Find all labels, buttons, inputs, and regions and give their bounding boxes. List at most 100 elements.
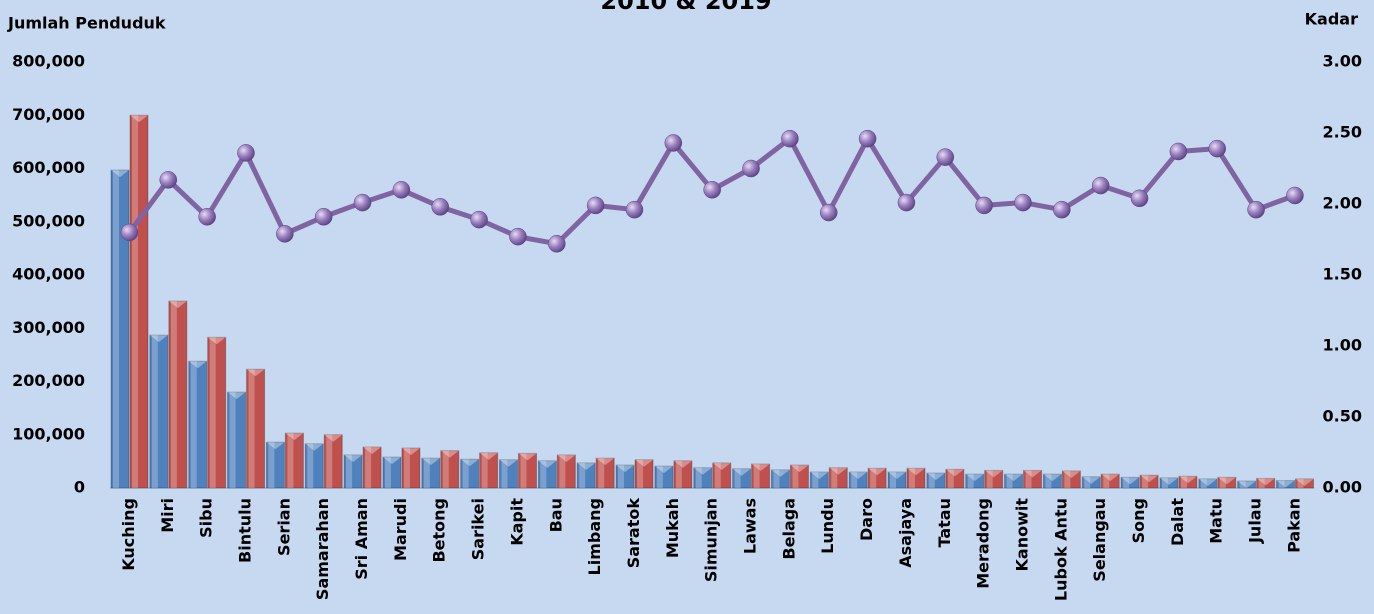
y-tick-label: 100,000 <box>12 424 85 443</box>
bar-shine <box>618 465 625 488</box>
x-tick-label: Kapit <box>507 498 526 546</box>
bar <box>634 459 654 489</box>
bar <box>227 391 247 489</box>
bar-shine <box>1161 477 1168 488</box>
bar-group <box>595 457 615 489</box>
bar-group <box>848 471 868 489</box>
bar-group <box>1178 475 1198 489</box>
bar <box>460 458 480 489</box>
bar-shine <box>248 369 255 488</box>
bar-group <box>1256 477 1276 489</box>
bar-cap <box>382 457 401 465</box>
bar-cap <box>1101 474 1120 482</box>
line-marker <box>936 148 955 166</box>
y-tick-label: 300,000 <box>12 318 85 337</box>
bar-group <box>926 472 946 489</box>
bar-group <box>129 114 149 489</box>
bar <box>1217 476 1237 489</box>
bar <box>537 460 557 489</box>
bar-group <box>304 443 324 489</box>
bar-cap <box>1178 476 1197 484</box>
x-tick-label: Kuching <box>119 498 138 571</box>
bar-shine <box>1025 470 1032 488</box>
bar-cap <box>479 452 498 460</box>
bar-group <box>654 465 674 489</box>
bar-shine <box>559 454 566 488</box>
y2-tick-label: 3.00 <box>1323 52 1362 71</box>
y-tick-label: 800,000 <box>12 52 85 71</box>
bar-cap <box>945 469 964 477</box>
line-marker <box>198 208 216 226</box>
x-tick-label: Lubok Antu <box>1051 498 1070 601</box>
bar-shine <box>928 473 935 488</box>
bar-shine <box>1045 474 1052 488</box>
x-tick-label: Sri Aman <box>352 498 371 580</box>
bar-group <box>207 336 227 489</box>
line-marker <box>470 210 488 229</box>
bar-cap <box>130 115 148 123</box>
bar-cap <box>207 337 226 345</box>
bar <box>499 459 518 489</box>
bar-shine <box>190 361 197 488</box>
bar-group <box>556 454 576 489</box>
bar <box>945 468 965 489</box>
bar-shine <box>1142 475 1149 488</box>
bar-shine <box>1123 477 1130 488</box>
bar-cap <box>557 454 576 462</box>
bar-cap <box>751 464 770 472</box>
bar-shine <box>442 450 449 488</box>
bar <box>149 334 169 489</box>
bar-shine <box>656 466 663 488</box>
bar-shine <box>423 458 430 488</box>
bar <box>518 452 537 489</box>
bar-cap <box>1276 480 1295 488</box>
bar-cap <box>654 466 673 474</box>
x-tick-label: Lundu <box>818 498 837 554</box>
bar-group <box>1217 476 1237 489</box>
bar <box>362 446 382 489</box>
bar-group <box>518 452 537 489</box>
bar-shine <box>753 464 760 488</box>
line-marker <box>742 159 760 178</box>
line-marker <box>509 227 527 246</box>
bar-cap <box>460 459 479 467</box>
bar-cap <box>149 335 168 343</box>
bar-shine <box>151 335 158 488</box>
line-marker <box>353 193 372 212</box>
bar <box>848 471 868 489</box>
bar-cap <box>1121 477 1140 485</box>
bar-group <box>1081 476 1101 489</box>
bar <box>1256 477 1276 489</box>
bar <box>265 441 285 489</box>
bar-cap <box>168 301 187 309</box>
bar <box>576 462 596 489</box>
bar-shine <box>520 453 527 488</box>
bar-group <box>362 446 382 489</box>
bar-cap <box>771 469 790 477</box>
bar <box>1237 480 1257 489</box>
bar-cap <box>421 458 440 466</box>
bar-shine <box>287 433 294 488</box>
bar-group <box>1237 480 1257 489</box>
line-marker <box>1247 200 1265 219</box>
x-tick-label: Pakan <box>1284 498 1303 553</box>
bar-shine <box>132 115 138 488</box>
bar <box>421 457 441 489</box>
bar-group <box>887 471 907 489</box>
bar-shine <box>346 454 353 488</box>
bar <box>1100 473 1120 489</box>
bar-group <box>1061 470 1081 489</box>
bar-cap <box>324 434 343 442</box>
bar-group <box>460 458 480 489</box>
bar-shine <box>229 392 236 488</box>
x-tick-label: Sibu <box>197 498 216 538</box>
bar-shine <box>1258 478 1265 488</box>
bar <box>595 457 615 489</box>
bar-group <box>323 434 343 489</box>
chart-title: 2010 & 2019 <box>600 0 771 15</box>
bar <box>168 300 188 489</box>
bar-group <box>499 459 518 489</box>
y2-tick-label: 1.00 <box>1323 336 1362 355</box>
bar-shine <box>540 460 547 488</box>
